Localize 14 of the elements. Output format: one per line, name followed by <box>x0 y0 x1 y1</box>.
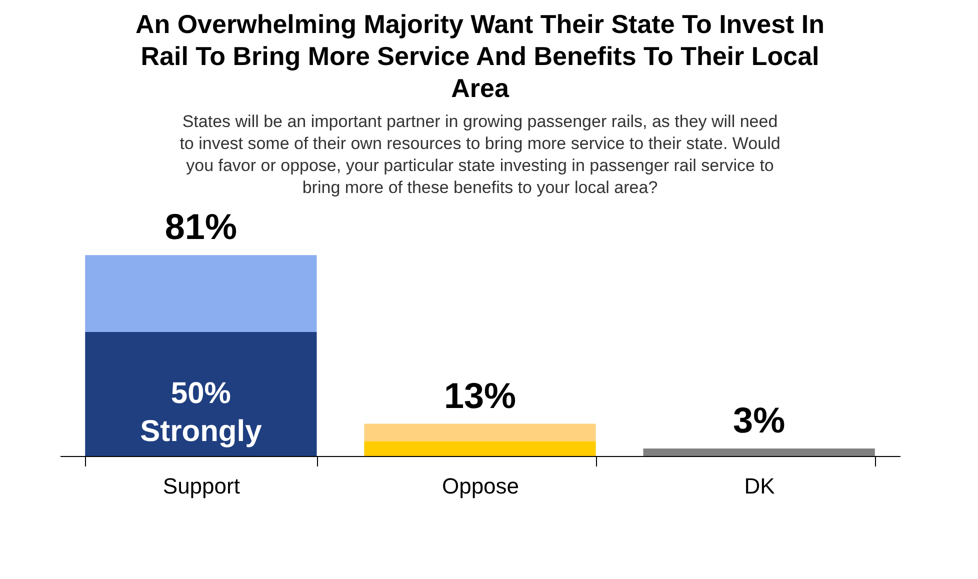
bar <box>643 448 875 456</box>
data-label: 50% Strongly <box>140 377 262 448</box>
total-label: 81% <box>164 206 237 248</box>
total-label: 13% <box>444 374 516 416</box>
bar <box>364 441 596 456</box>
bar <box>85 332 317 456</box>
bar <box>364 424 596 442</box>
bar <box>85 255 317 332</box>
x-tick-label: Support <box>162 474 240 498</box>
chart-subtitle: States will be an important partner in growing passenger rails, as they will need to invest some of their own resources to bring more service to their state. Would you favor or oppose, your particular state investing in passenger rail service to bring more of these benefits to your local area? <box>180 112 780 198</box>
x-tick-label: DK <box>744 474 776 498</box>
total-label: 3% <box>733 400 786 441</box>
x-tick-label: Oppose <box>442 474 520 498</box>
chart-title: An Overwhelming Majority Want Their State To Invest In Rail To Bring More Service And Benefits To Their Local Area <box>135 9 825 104</box>
